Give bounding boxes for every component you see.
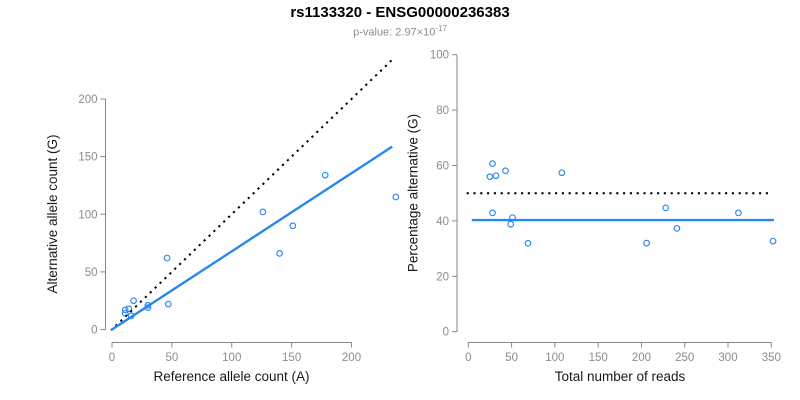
data-point	[289, 222, 297, 230]
data-point	[125, 305, 133, 313]
data-point	[259, 208, 267, 216]
y-axis-tick-label: 200	[78, 94, 97, 106]
data-point	[769, 237, 777, 245]
data-point	[507, 220, 515, 228]
y-axis-tick-label: 50	[85, 267, 98, 279]
data-point	[502, 167, 509, 175]
x-axis-tick-label: 150	[589, 352, 608, 364]
data-point	[489, 160, 496, 167]
data-point	[321, 171, 329, 179]
x-axis-tick-label: 350	[762, 352, 781, 364]
data-point	[164, 300, 172, 308]
x-axis-tick-label: 100	[545, 352, 564, 364]
data-point	[121, 306, 129, 314]
data-point	[735, 209, 742, 217]
x-axis-title: Reference allele count (A)	[153, 369, 309, 384]
data-point	[276, 250, 283, 257]
data-point	[662, 204, 670, 212]
y-axis-tick-label: 100	[430, 50, 449, 62]
x-axis-tick-label: 50	[505, 352, 518, 364]
data-point	[489, 209, 496, 217]
x-axis-tick-label: 100	[222, 352, 241, 364]
data-point	[524, 239, 532, 247]
y-axis-title: Percentage alternative (G)	[406, 114, 421, 272]
y-axis-tick-label: 0	[443, 327, 449, 339]
regression-line	[110, 145, 393, 332]
x-axis-title: Total number of reads	[555, 369, 686, 384]
x-axis-tick-label: 0	[109, 352, 115, 364]
x-axis-tick-label: 250	[675, 352, 694, 364]
y-axis-tick-label: 60	[436, 161, 449, 173]
identity-line	[114, 59, 393, 327]
percentage-alternative-plot: 0 20 40 60 80 100 0 50 100 150 200 250 300 350 Total n…	[406, 50, 781, 384]
x-axis-tick-label: 300	[718, 352, 737, 364]
y-axis-tick-label: 0	[91, 325, 97, 337]
data-point	[558, 169, 566, 177]
y-axis-tick-label: 40	[436, 216, 449, 228]
y-axis-tick-label: 100	[78, 209, 97, 221]
y-axis-title: Alternative allele count (G)	[45, 134, 60, 293]
y-axis-tick-label: 80	[436, 105, 449, 117]
data-point	[130, 297, 137, 305]
data-point	[673, 225, 681, 232]
y-axis-tick-label: 150	[78, 152, 97, 164]
x-axis-tick-label: 200	[632, 352, 651, 364]
x-axis-tick-label: 0	[465, 352, 471, 364]
y-axis-tick-label: 20	[436, 271, 449, 283]
data-point	[486, 173, 494, 180]
data-point	[163, 254, 171, 262]
data-point	[392, 193, 400, 201]
data-point	[492, 172, 500, 180]
x-axis-tick-label: 200	[342, 352, 361, 364]
allele-counts-plot: 0 50 100 150 200 0 50 100 150 200 Reference allele…	[45, 59, 400, 384]
data-point	[643, 239, 650, 247]
x-axis-tick-label: 50	[165, 352, 178, 364]
x-axis-tick-label: 150	[282, 352, 301, 364]
